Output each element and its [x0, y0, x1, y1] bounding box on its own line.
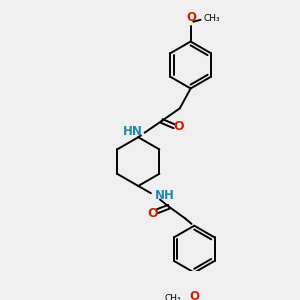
Text: O: O	[147, 208, 158, 220]
Text: O: O	[189, 290, 199, 300]
Text: O: O	[187, 11, 196, 24]
Text: NH: NH	[154, 189, 174, 203]
Text: HN: HN	[123, 125, 143, 138]
Text: O: O	[174, 120, 184, 133]
Text: CH₃: CH₃	[203, 14, 220, 23]
Text: CH₃: CH₃	[164, 294, 181, 300]
